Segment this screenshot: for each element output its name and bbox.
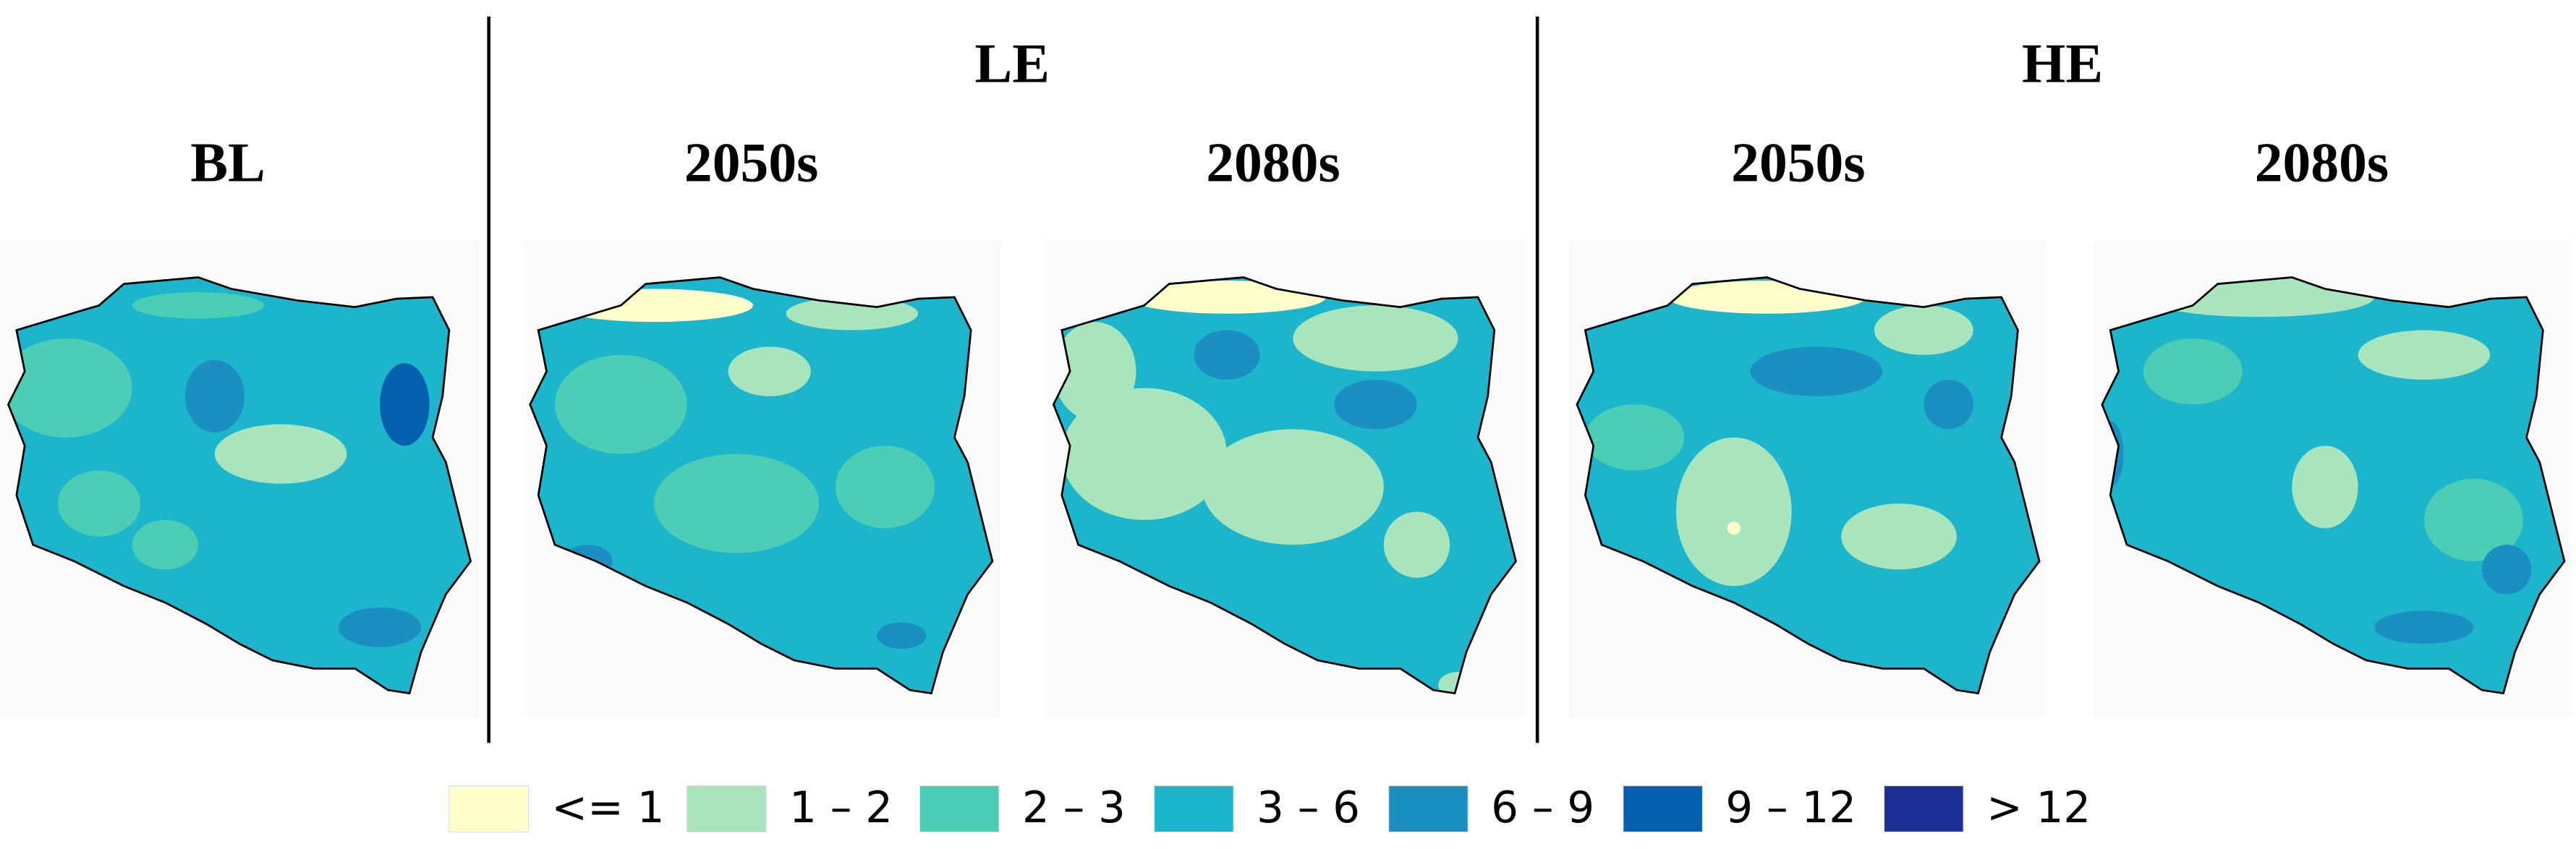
map-cell [1750, 346, 1883, 396]
legend-swatch [1883, 785, 1964, 833]
map-cell [2423, 478, 2523, 562]
legend-swatch [686, 785, 767, 833]
map-outline [1576, 276, 2041, 695]
legend-label: > 12 [1986, 782, 2091, 832]
map-cell [1841, 503, 1957, 570]
map-cell [1334, 380, 1417, 430]
map-cell [132, 520, 198, 570]
maps [0, 239, 2573, 718]
map-cell [1383, 511, 1450, 578]
map-cell [2292, 445, 2358, 529]
map [1045, 239, 1524, 718]
map-cell [1061, 388, 1228, 521]
panel-title: 2080s [2255, 132, 2389, 194]
map [0, 239, 479, 718]
legend-swatch [1154, 785, 1234, 833]
legend-swatch [449, 785, 530, 833]
map-cell [877, 622, 927, 649]
legend-swatch [1388, 785, 1468, 833]
map-cell [338, 607, 422, 647]
map-cell [2143, 338, 2243, 405]
map-cell [728, 346, 811, 396]
legend-swatch [1623, 785, 1704, 833]
panel-title: 2050s [684, 132, 818, 194]
panel-title: 2050s [1731, 132, 1865, 194]
map-cell [1194, 330, 1260, 380]
map-cell [1727, 521, 1740, 535]
map-outline [1052, 276, 1517, 695]
legend-swatch [919, 785, 1000, 833]
map-cell [132, 292, 265, 319]
map-cell [554, 354, 687, 454]
map-outline [2101, 276, 2566, 695]
group-title: LE [975, 33, 1050, 95]
panel-title: 2080s [1206, 132, 1340, 194]
map-cell [1874, 305, 1973, 355]
panel-title: BL [190, 132, 265, 194]
map-cell [1675, 437, 1792, 586]
map-cell [2358, 330, 2491, 380]
legend-label: <= 1 [551, 782, 664, 832]
legend-label: 3 – 6 [1257, 782, 1360, 832]
map-cell [1293, 305, 1458, 372]
map-cell [184, 359, 245, 433]
map [522, 239, 1001, 718]
map [2093, 239, 2573, 718]
map-outline [7, 276, 472, 695]
map-cell [1585, 404, 1685, 471]
map-cell [836, 445, 935, 529]
legend-label: 1 – 2 [789, 782, 893, 832]
map [1568, 239, 2048, 718]
map-cell [8, 338, 132, 438]
group-title: HE [2022, 33, 2103, 95]
map-cell [1202, 429, 1384, 545]
legend-label: 2 – 3 [1022, 782, 1126, 832]
legend: <= 1 1 – 2 2 – 3 3 – 6 6 – 9 9 – 12 > 12 [449, 782, 2091, 833]
map-outline [529, 276, 994, 695]
map-cell [2374, 610, 2474, 644]
legend-label: 9 – 12 [1725, 782, 1856, 832]
map-cell [57, 470, 141, 537]
map-cell [214, 424, 347, 484]
legend-label: 6 – 9 [1491, 782, 1594, 832]
map-cell [653, 453, 820, 553]
map-cell [2481, 545, 2532, 594]
map-cell [380, 363, 430, 446]
map-cell [1924, 380, 1973, 430]
